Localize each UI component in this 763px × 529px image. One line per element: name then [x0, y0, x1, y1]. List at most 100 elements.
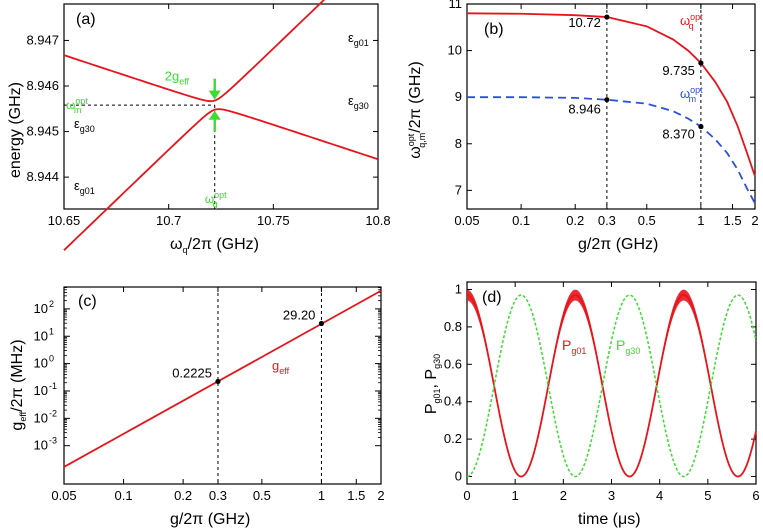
panel-a-label: (a): [76, 11, 96, 28]
curve-lower-branch: [63, 108, 379, 251]
panel-c-y-tick-exponent: -3: [49, 436, 57, 446]
panel-a-x-tick-label: 10.7: [156, 213, 181, 228]
panel-c-y-axis-label: geff/2π (MHz): [9, 339, 28, 430]
panel-c-y-tick-label: 10: [34, 356, 48, 371]
gap-label-2geff: 2geff: [165, 69, 190, 87]
panel-a-x-tick-label: 10.65: [48, 213, 81, 228]
panel-c-y-tick-label: 10: [34, 383, 48, 398]
panel-c-x-tick-label: 0.05: [51, 488, 76, 503]
panel-b-x-tick-label: 1: [697, 213, 704, 228]
panel-d-y-tick-label: 0.4: [444, 394, 462, 409]
panel-a-x-ticks: 10.65 10.7 10.75 10.8: [48, 4, 391, 228]
panel-b-y-tick-label: 8: [455, 136, 462, 151]
panel-d-y-tick-label: 1: [455, 281, 462, 296]
data-point: [698, 123, 704, 130]
panel-b-x-tick-label: 0.3: [598, 213, 616, 228]
panel-a-x-tick-label: 10.8: [365, 213, 390, 228]
panel-c-y-tick-exponent: 0: [49, 354, 54, 364]
panel-b-x-tick-label: 0.05: [454, 213, 479, 228]
panel-b-x-tick-label: 0.5: [638, 213, 656, 228]
series-line: [466, 12, 756, 177]
panel-b-x-ticks: 0.05 0.1 0.2 0.3 0.5 1 1.5 2: [454, 4, 759, 228]
panel-c-x-tick-label: 1.5: [347, 488, 365, 503]
marker-label-omega-q-opt: ωopt q: [205, 190, 227, 209]
panel-d-y-ticks: 0 0.2 0.4 0.6 0.8 1: [444, 281, 756, 484]
series-line: [467, 96, 756, 204]
data-point-label: 8.946: [568, 102, 601, 117]
series-label-geff: geff: [272, 358, 290, 376]
panel-c-y-tick-exponent: -1: [49, 381, 57, 391]
data-point: [215, 378, 221, 385]
panel-d-y-tick-label: 0: [455, 469, 462, 484]
series-label-pg30: Pg30: [616, 337, 640, 356]
arrow-up-icon: [208, 110, 221, 120]
series-label-pg01: Pg01: [562, 337, 586, 356]
data-point: [604, 14, 610, 20]
series-line-pg01: [466, 294, 757, 478]
panel-c-x-tick-label: 0.2: [174, 488, 192, 503]
branch-label-g01-lower: εg01: [74, 178, 95, 196]
data-point: [604, 97, 610, 103]
panel-d-y-tick-label: 0.8: [444, 319, 462, 334]
arrow-down-icon: [208, 90, 221, 100]
data-point-label: 29.20: [283, 308, 316, 323]
panel-a-y-ticks: 8.944 8.945 8.946 8.947: [26, 32, 378, 184]
panel-c-y-tick-label: 10: [34, 410, 48, 425]
panel-b-x-tick-label: 0.2: [566, 213, 584, 228]
data-point: [698, 60, 704, 66]
panel-a-x-axis-label: ωq/2π (GHz): [170, 236, 259, 255]
data-point-label: 10.72: [568, 15, 601, 30]
panel-c-y-tick-label: 10: [34, 301, 48, 316]
panel-b-x-tick-label: 2: [751, 213, 758, 228]
panel-b-x-tick-label: 0.1: [512, 213, 530, 228]
series-line-geff: [63, 289, 382, 468]
panel-c-marks: 0.2225 29.20: [63, 287, 382, 484]
panel-c-y-tick-exponent: -2: [49, 408, 57, 418]
branch-label-g30-right: εg30: [348, 93, 369, 111]
panel-a-y-tick-label: 8.947: [26, 32, 59, 47]
panel-d-y-axis-label: Pg01, Pg30: [423, 354, 442, 414]
panel-a-y-tick-label: 8.944: [26, 169, 59, 184]
panel-b-y-tick-label: 9: [455, 89, 462, 104]
panel-a-y-tick-label: 8.945: [26, 124, 59, 139]
panel-c-x-tick-label: 1: [318, 488, 325, 503]
panel-a-y-tick-label: 8.946: [26, 78, 59, 93]
branch-label-g30-left: εg30: [74, 116, 95, 134]
data-point-label: 8.370: [662, 127, 695, 142]
panel-b-y-axis-label: ωoptq,m/2π (GHz): [406, 61, 427, 159]
panel-d-x-ticks: 0 1 2 3 4 5 6: [463, 282, 760, 503]
series-line-pg30: [466, 294, 757, 478]
data-point-label: 0.2225: [172, 365, 212, 380]
panel-b-y-tick-label: 7: [455, 182, 462, 197]
panel-d-y-tick-label: 0.2: [444, 431, 462, 446]
legend-omega-m-opt: ωopt m: [680, 85, 703, 104]
panel-c-x-axis-label: g/2π (GHz): [170, 511, 250, 528]
panel-a-x-tick-label: 10.75: [257, 213, 290, 228]
panel-b-y-ticks: 7 8 9 10 11: [448, 0, 755, 197]
panel-c-y-tick-exponent: 2: [49, 299, 54, 309]
data-point: [318, 320, 325, 327]
panel-b-label: (b): [484, 21, 504, 38]
panel-b-x-tick-label: 1.5: [724, 213, 742, 228]
panel-b-x-axis-label: g/2π (GHz): [578, 236, 658, 253]
panel-b: 0.05 0.1 0.2 0.3 0.5 1 1.5 2 7 8 9 10 11 10.72 9.735…: [406, 0, 759, 253]
panel-b-y-tick-label: 11: [449, 0, 463, 11]
series-band-pg01: [467, 289, 756, 477]
panel-a-marks: [63, 0, 379, 251]
panel-c-x-tick-label: 0.3: [209, 488, 227, 503]
panel-d-x-tick-label: 4: [656, 488, 663, 503]
marker-label-omega-m-opt: ωopt m: [66, 96, 88, 115]
curve-upper-branch: [63, 0, 326, 103]
panel-d-x-tick-label: 5: [704, 488, 711, 503]
panel-c-y-tick-label: 10: [34, 328, 48, 343]
panel-d-x-tick-label: 6: [752, 488, 759, 503]
panel-c-y-tick-exponent: 1: [49, 326, 54, 336]
panel-d-label: (d): [482, 289, 502, 306]
legend-omega-q-opt: ωopt q: [680, 12, 703, 31]
panel-d-x-tick-label: 0: [463, 488, 470, 503]
panel-c-x-tick-label: 0.5: [253, 488, 271, 503]
panel-d-y-tick-label: 0.6: [444, 356, 462, 371]
